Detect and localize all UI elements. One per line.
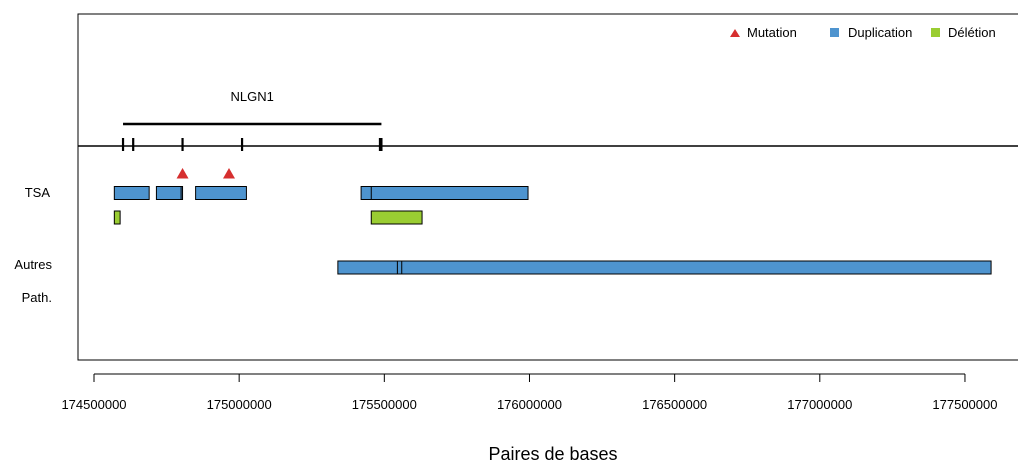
duplication-segment: [195, 186, 247, 200]
legend-label-mutation: Mutation: [747, 25, 797, 40]
gene-track: NLGN1: [121, 89, 383, 151]
x-tick-label: 176500000: [642, 397, 707, 412]
duplication-segment: [155, 186, 182, 200]
x-tick-label: 175000000: [207, 397, 272, 412]
duplication-segment: [396, 260, 403, 275]
plot-frame: [77, 13, 1018, 361]
deletion-segment: [370, 210, 423, 225]
x-tick-label: 177500000: [932, 397, 997, 412]
legend-duplication-square-icon: [830, 28, 839, 37]
row-label-autres: Autres: [14, 257, 52, 272]
legend-label-duplication: Duplication: [848, 25, 912, 40]
gene-name-label: NLGN1: [231, 89, 274, 104]
x-axis-title: Paires de bases: [488, 444, 617, 462]
row-label-tsa: TSA: [25, 185, 51, 200]
legend-mutation-triangle-icon: [730, 29, 740, 37]
x-tick-label: 174500000: [61, 397, 126, 412]
x-tick-label: 175500000: [352, 397, 417, 412]
deletion-segment: [113, 210, 121, 225]
mutations-layer: [176, 168, 235, 179]
mutation-marker: [176, 168, 189, 179]
duplication-segment: [370, 186, 529, 200]
x-tick-label: 177000000: [787, 397, 852, 412]
segments-layer: [113, 186, 992, 275]
legend-label-deletion: Délétion: [948, 25, 996, 40]
row-label-path: Path.: [22, 290, 52, 305]
x-axis-ticks: 174500000 175000000 175500000 176000000 1765…: [61, 374, 997, 412]
duplication-segment: [113, 186, 150, 200]
x-tick-label: 176000000: [497, 397, 562, 412]
duplication-segment: [337, 260, 992, 275]
legend-deletion-square-icon: [931, 28, 940, 37]
mutation-marker: [222, 168, 235, 179]
legend: Mutation Duplication Délétion: [730, 25, 996, 40]
